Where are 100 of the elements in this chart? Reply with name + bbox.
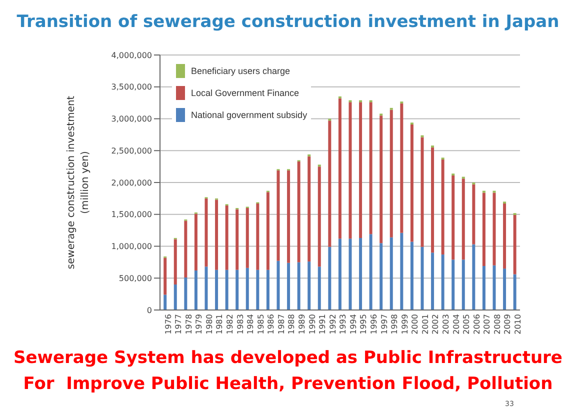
bar <box>174 239 177 284</box>
bar <box>441 254 444 310</box>
x-tick-label: 2000 <box>410 314 420 334</box>
x-tick-label: 1993 <box>338 314 348 334</box>
bar <box>246 268 249 310</box>
y-tick-label: 4,000,000 <box>111 50 152 60</box>
bar <box>318 166 321 267</box>
y-tick-label: 2,000,000 <box>111 178 152 188</box>
bar <box>359 102 362 238</box>
legend-label: Beneficiary users charge <box>191 66 290 76</box>
bar <box>472 184 476 244</box>
y-tick-label: 3,000,000 <box>111 114 152 124</box>
x-tick-label: 1994 <box>348 314 358 334</box>
x-tick-label: 2004 <box>452 314 461 334</box>
bar <box>390 237 393 310</box>
bar <box>441 160 444 255</box>
x-tick-label: 1986 <box>266 314 276 334</box>
bar <box>462 178 465 260</box>
bar <box>328 246 332 310</box>
bar <box>287 262 290 310</box>
x-tick-label: 1995 <box>359 314 368 334</box>
bar <box>215 200 218 270</box>
bar <box>225 270 228 310</box>
x-tick-label: 2009 <box>503 314 512 334</box>
x-tick-label: 2008 <box>492 314 502 334</box>
bar <box>380 116 383 244</box>
x-tick-label: 1998 <box>390 314 400 334</box>
x-tick-label: 1990 <box>308 314 317 334</box>
x-tick-label: 1979 <box>194 314 204 334</box>
y-tick-label: 0 <box>146 306 152 315</box>
bar <box>328 120 332 247</box>
x-tick-label: 2001 <box>420 314 430 334</box>
bar <box>452 260 455 310</box>
bar <box>513 274 516 310</box>
text: For Improve Public Health, Prevention Flood, Pollution <box>22 374 554 394</box>
bar <box>164 258 167 295</box>
x-tick-label: 1997 <box>380 314 389 334</box>
bar <box>380 243 383 310</box>
x-tick-label: 2003 <box>442 314 451 334</box>
bar <box>338 238 342 310</box>
bar <box>410 124 414 242</box>
bar <box>236 209 239 270</box>
bar <box>194 270 198 310</box>
bar <box>297 262 300 310</box>
y-tick-label: 3,500,000 <box>111 82 152 92</box>
x-tick-label: 1992 <box>328 314 338 334</box>
bar <box>276 170 280 261</box>
x-tick-label: 2006 <box>472 314 482 334</box>
y-tick-label: 2,500,000 <box>111 146 152 156</box>
x-tick-label: 1982 <box>226 314 235 334</box>
x-tick-label: 1976 <box>164 314 173 334</box>
bar <box>338 98 342 239</box>
bar <box>390 110 393 238</box>
bar <box>503 268 506 310</box>
bar <box>452 175 455 260</box>
bar <box>297 161 300 262</box>
x-tick-label: 2005 <box>462 314 472 334</box>
bar <box>204 198 208 267</box>
bar <box>308 262 311 310</box>
x-tick-label: 1991 <box>318 314 328 334</box>
bar <box>174 284 177 310</box>
bar <box>462 260 465 310</box>
bar <box>492 265 496 310</box>
chart-title: Transition of sewerage construction investment in Japan <box>16 12 560 32</box>
bar <box>420 137 424 247</box>
bar <box>164 294 167 310</box>
bar <box>204 266 208 310</box>
bar <box>236 270 239 310</box>
x-tick-label: 1981 <box>215 314 224 334</box>
bar <box>400 103 404 233</box>
bar <box>410 242 414 310</box>
bar <box>184 220 188 278</box>
bar <box>194 214 198 270</box>
bar <box>308 156 311 262</box>
bar <box>215 270 218 310</box>
x-tick-label: 1978 <box>184 314 194 334</box>
bar <box>431 252 434 310</box>
bar <box>400 232 404 310</box>
bar <box>266 270 270 310</box>
legend-label: Local Government Finance <box>191 88 300 98</box>
y-tick-label: 1,500,000 <box>111 210 152 220</box>
x-tick-label: 1985 <box>256 314 266 334</box>
x-tick-label: 2010 <box>514 314 523 334</box>
bar <box>359 238 362 310</box>
bar <box>503 204 506 269</box>
bar <box>256 204 260 270</box>
bar <box>256 270 260 310</box>
x-tick-label: 1987 <box>276 314 286 334</box>
y-tick-label: 1,000,000 <box>111 242 152 252</box>
bar <box>348 238 352 310</box>
bar <box>266 192 270 270</box>
bar <box>184 277 188 310</box>
bar <box>420 246 424 310</box>
bar <box>276 260 280 310</box>
bar <box>482 192 486 266</box>
x-tick-label: 2007 <box>482 314 492 334</box>
bar <box>246 208 249 268</box>
y-tick-label: 500,000 <box>118 274 152 283</box>
x-tick-label: 1989 <box>298 314 307 334</box>
y-axis-title: sewerage construction investment (million yen) <box>66 96 91 270</box>
